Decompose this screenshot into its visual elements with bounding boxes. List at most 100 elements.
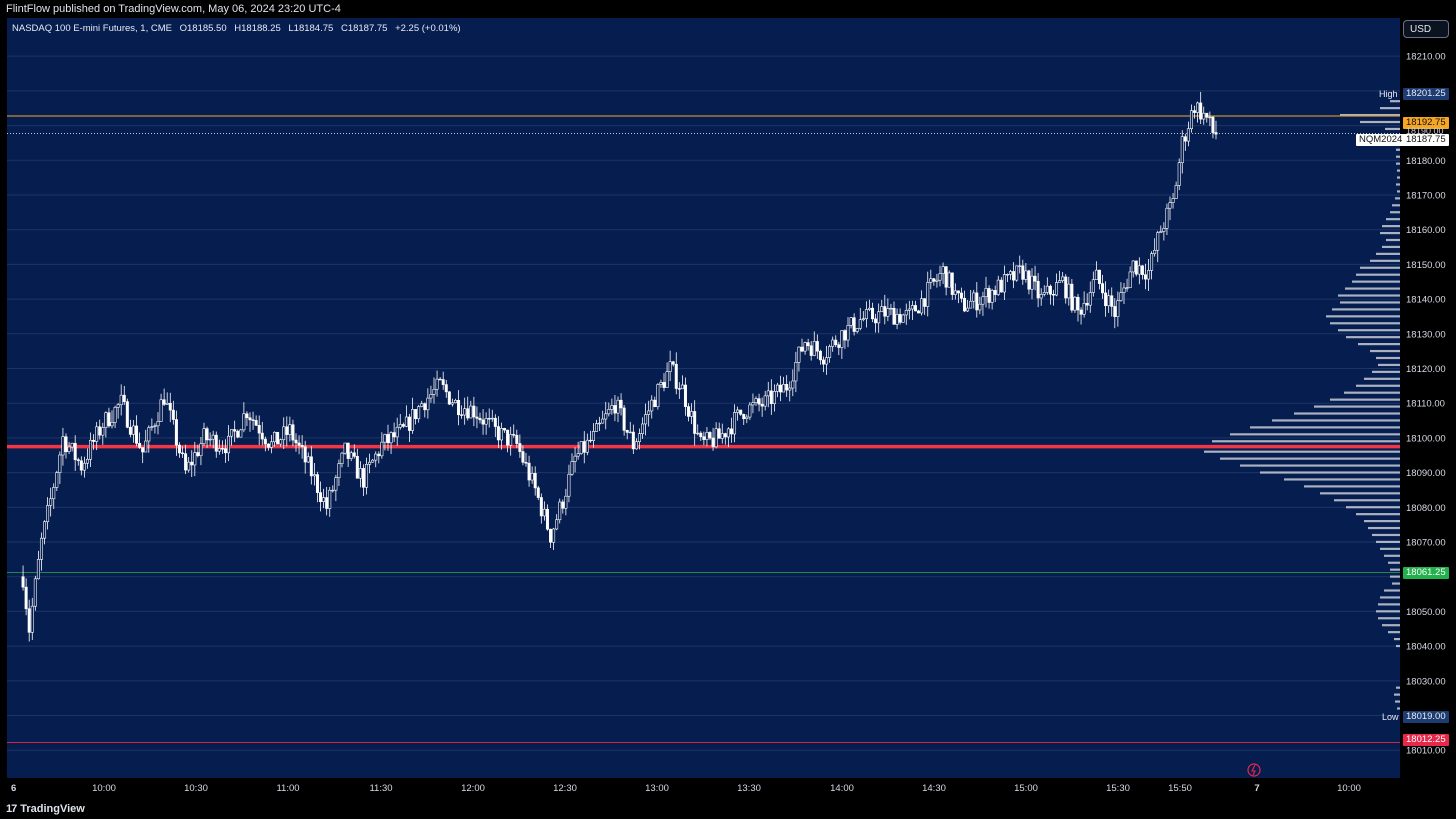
volume-profile-bar [1397,176,1400,179]
candle-body [76,459,80,462]
volume-profile-bar [1230,433,1400,436]
currency-button[interactable]: USD [1403,20,1449,38]
candle-body [319,492,323,502]
candle-body [300,445,304,448]
volume-profile-bar [1250,426,1400,429]
candle [257,415,261,445]
candle-body [251,419,255,421]
volume-profile-bar [1396,644,1400,648]
candle-body [171,409,175,420]
candle-body [907,308,911,311]
volume-profile-bar [1390,100,1400,103]
candle-body [46,505,50,523]
candle [1088,281,1092,313]
price-tick-label: 18210.00 [1406,52,1446,63]
volume-profile-bar [1320,492,1400,495]
legend-close: C18187.75 [340,23,388,34]
candle-body [742,414,746,419]
candle [1051,289,1055,306]
candle [325,486,329,516]
candle [723,432,727,445]
candle-body [1131,260,1135,273]
chart-pane[interactable] [7,18,1400,778]
volume-profile-bar [1378,617,1400,620]
candle [1125,278,1129,292]
candle [144,429,148,453]
candle-body [941,266,945,274]
candle [1009,269,1013,280]
candle [1079,307,1083,325]
candle-body [904,310,908,316]
candle-body [481,419,485,425]
candle-body [515,434,519,444]
candle-body [745,416,749,419]
candle-body [125,401,129,428]
candle [46,497,50,530]
candle [944,266,948,296]
candle-body [751,402,755,406]
candle [929,269,933,290]
candle-body [404,416,408,427]
candle-body [966,307,970,312]
candle [895,308,899,330]
candle-body [797,346,801,363]
candle-body [539,497,543,517]
candle-body [227,435,231,454]
candle [177,442,181,458]
candle [1002,265,1006,301]
volume-profile-bar [1345,287,1400,290]
candle [420,400,424,408]
candle [1143,263,1147,290]
candle [1205,112,1209,123]
candle-body [831,339,835,347]
candle [840,330,844,359]
price-tick-label: 18160.00 [1406,225,1446,236]
candle [680,375,684,390]
candle [585,433,589,456]
candle-body [457,399,461,416]
candle-body [1186,128,1190,142]
tradingview-logo[interactable]: 17 TradingView [6,803,85,815]
candle-body [1177,162,1181,186]
candle-body [43,521,47,539]
candle [429,385,433,403]
candle-body [245,413,249,419]
candle [496,416,500,448]
candle [699,431,703,441]
candle-body [1174,185,1178,199]
volume-profile-bar [1378,363,1400,367]
candle [1094,261,1098,280]
volume-profile-bar [1314,405,1400,408]
volume-profile-bar [1272,419,1400,422]
legend-open: O18185.50 [179,23,227,34]
candle [312,462,316,486]
candle-body [858,319,862,329]
volume-profile-bar [1334,499,1400,502]
candle-body [677,388,681,390]
candle [1196,101,1200,123]
candle [1015,265,1019,282]
candle-body [1079,309,1083,315]
candle [751,393,755,414]
candle-body [61,436,65,456]
candle [242,402,246,433]
candle-body [493,417,497,427]
candle-body [202,428,206,445]
candle [726,427,730,448]
volume-profile-bar [1397,707,1400,710]
candle [315,471,319,503]
candle [273,431,277,447]
legend-change: +2.25 (+0.01%) [395,23,461,34]
replay-icon[interactable] [1247,763,1261,777]
candle-body [892,307,896,325]
candle [187,457,191,473]
candle [260,421,264,446]
candle-body [190,461,194,466]
candle-body [294,439,298,444]
candle-body [1002,274,1006,293]
candle [521,445,525,466]
time-axis[interactable] [0,778,1456,799]
price-axis[interactable] [1400,18,1456,799]
candle-body [496,426,500,441]
